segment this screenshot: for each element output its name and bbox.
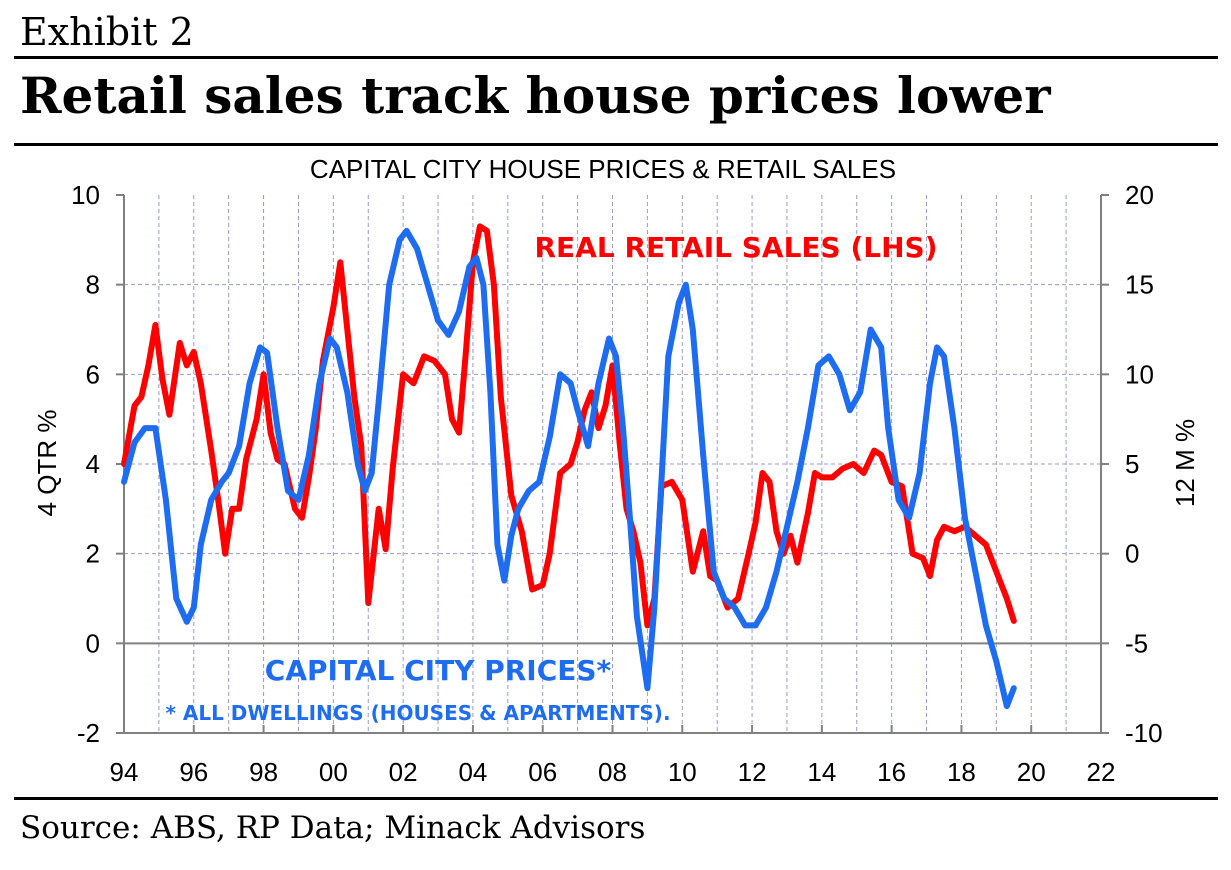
y-left-tick-label: -2 — [77, 718, 100, 748]
x-tick-label: 18 — [947, 757, 976, 787]
y-right-tick-label: 10 — [1125, 359, 1154, 389]
x-tick-label: 14 — [807, 757, 836, 787]
house-prices-annotation: CAPITAL CITY PRICES* — [265, 654, 612, 687]
x-tick-label: 00 — [319, 757, 348, 787]
x-tick-label: 12 — [738, 757, 767, 787]
y-left-tick-label: 6 — [86, 359, 100, 389]
y-axis-left-label: 4 QTR % — [32, 410, 62, 517]
grid — [124, 195, 1101, 733]
x-tick-label: 96 — [179, 757, 208, 787]
y-right-tick-label: 5 — [1125, 449, 1139, 479]
header-rule — [14, 56, 1218, 59]
retail-sales-annotation: REAL RETAIL SALES (LHS) — [535, 231, 938, 264]
x-tick-label: 20 — [1017, 757, 1046, 787]
x-tick-label: 16 — [877, 757, 906, 787]
y-right-tick-label: -10 — [1125, 718, 1163, 748]
chart-title: CAPITAL CITY HOUSE PRICES & RETAIL SALES — [310, 154, 896, 184]
chart-headline: Retail sales track house prices lower — [20, 66, 1051, 125]
x-tick-label: 22 — [1087, 757, 1116, 787]
y-left-tick-label: 2 — [86, 539, 100, 569]
x-tick-label: 08 — [598, 757, 627, 787]
source-note: Source: ABS, RP Data; Minack Advisors — [20, 810, 646, 846]
y-left-tick-label: 8 — [86, 270, 100, 300]
x-tick-label: 94 — [110, 757, 139, 787]
y-left-tick-label: 4 — [86, 449, 100, 479]
chart-bottom-rule — [14, 797, 1218, 800]
y-right-tick-label: 20 — [1125, 180, 1154, 210]
footnote-annotation: * ALL DWELLINGS (HOUSES & APARTMENTS). — [165, 701, 670, 725]
y-right-tick-label: -5 — [1125, 628, 1148, 658]
series-lines — [121, 223, 1017, 710]
y-left-tick-label: 0 — [86, 628, 100, 658]
y-right-tick-label: 0 — [1125, 539, 1139, 569]
x-tick-label: 98 — [249, 757, 278, 787]
axes — [116, 194, 1109, 734]
y-left-tick-label: 10 — [71, 180, 100, 210]
chart-top-rule — [14, 143, 1218, 146]
x-tick-label: 10 — [668, 757, 697, 787]
retail-sales-line — [121, 223, 1017, 629]
x-tick-label: 06 — [528, 757, 557, 787]
house-prices-line — [121, 227, 1017, 710]
x-tick-label: 04 — [458, 757, 487, 787]
y-right-tick-label: 15 — [1125, 270, 1154, 300]
y-axis-right-label: 12 M % — [1170, 419, 1200, 507]
exhibit-label: Exhibit 2 — [20, 10, 194, 54]
x-tick-label: 02 — [389, 757, 418, 787]
